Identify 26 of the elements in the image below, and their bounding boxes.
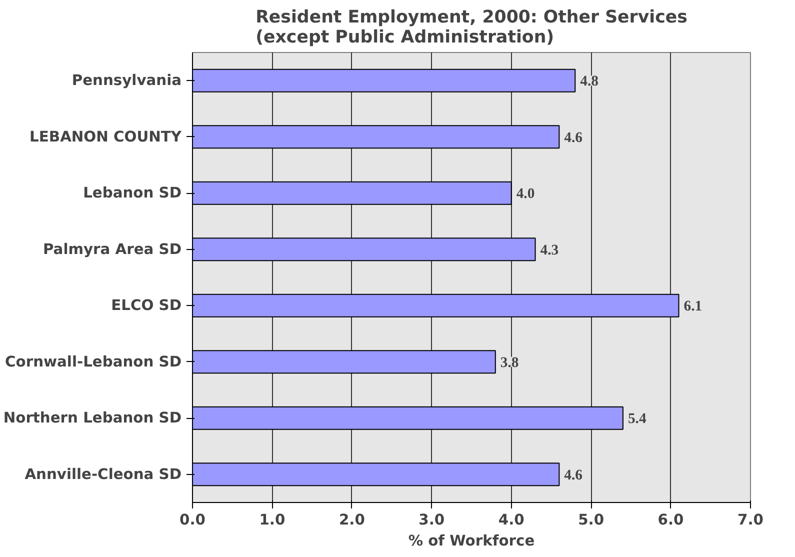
y-tick-label: Palmyra Area SD xyxy=(42,240,182,258)
x-axis-title: % of Workforce xyxy=(408,532,535,550)
x-tick-label: 6.0 xyxy=(658,512,684,528)
x-tick-label: 3.0 xyxy=(418,512,445,528)
y-tick-label: ELCO SD xyxy=(111,297,182,314)
y-tick-label: LEBANON COUNTY xyxy=(30,128,182,146)
y-tick-label: Annville-Cleona SD xyxy=(24,466,182,483)
x-tick-label: 7.0 xyxy=(738,512,764,528)
data-label: 4.6 xyxy=(564,467,583,484)
data-label: 4.8 xyxy=(580,74,598,90)
data-label: 4.6 xyxy=(564,130,583,146)
x-tick-label: 0.0 xyxy=(180,512,206,528)
y-tick-label: Pennsylvania xyxy=(72,72,182,90)
x-tick-label: 2.0 xyxy=(338,512,365,528)
data-label: 4.0 xyxy=(516,186,535,202)
data-label: 3.8 xyxy=(500,354,519,371)
y-tick-label: Lebanon SD xyxy=(83,184,182,202)
x-tick-label: 1.0 xyxy=(259,512,286,528)
data-label: 4.3 xyxy=(540,242,559,258)
data-label: 6.1 xyxy=(684,298,702,315)
y-tick-label: Cornwall-Lebanon SD xyxy=(5,353,182,370)
chart-title: Resident Employment, 2000: Other Services (except Public Administration) xyxy=(256,8,688,48)
data-label: 5.4 xyxy=(628,411,647,428)
y-tick-label: Northern Lebanon SD xyxy=(3,410,182,427)
x-tick-label: 4.0 xyxy=(498,512,524,528)
x-tick-label: 5.0 xyxy=(578,512,604,528)
